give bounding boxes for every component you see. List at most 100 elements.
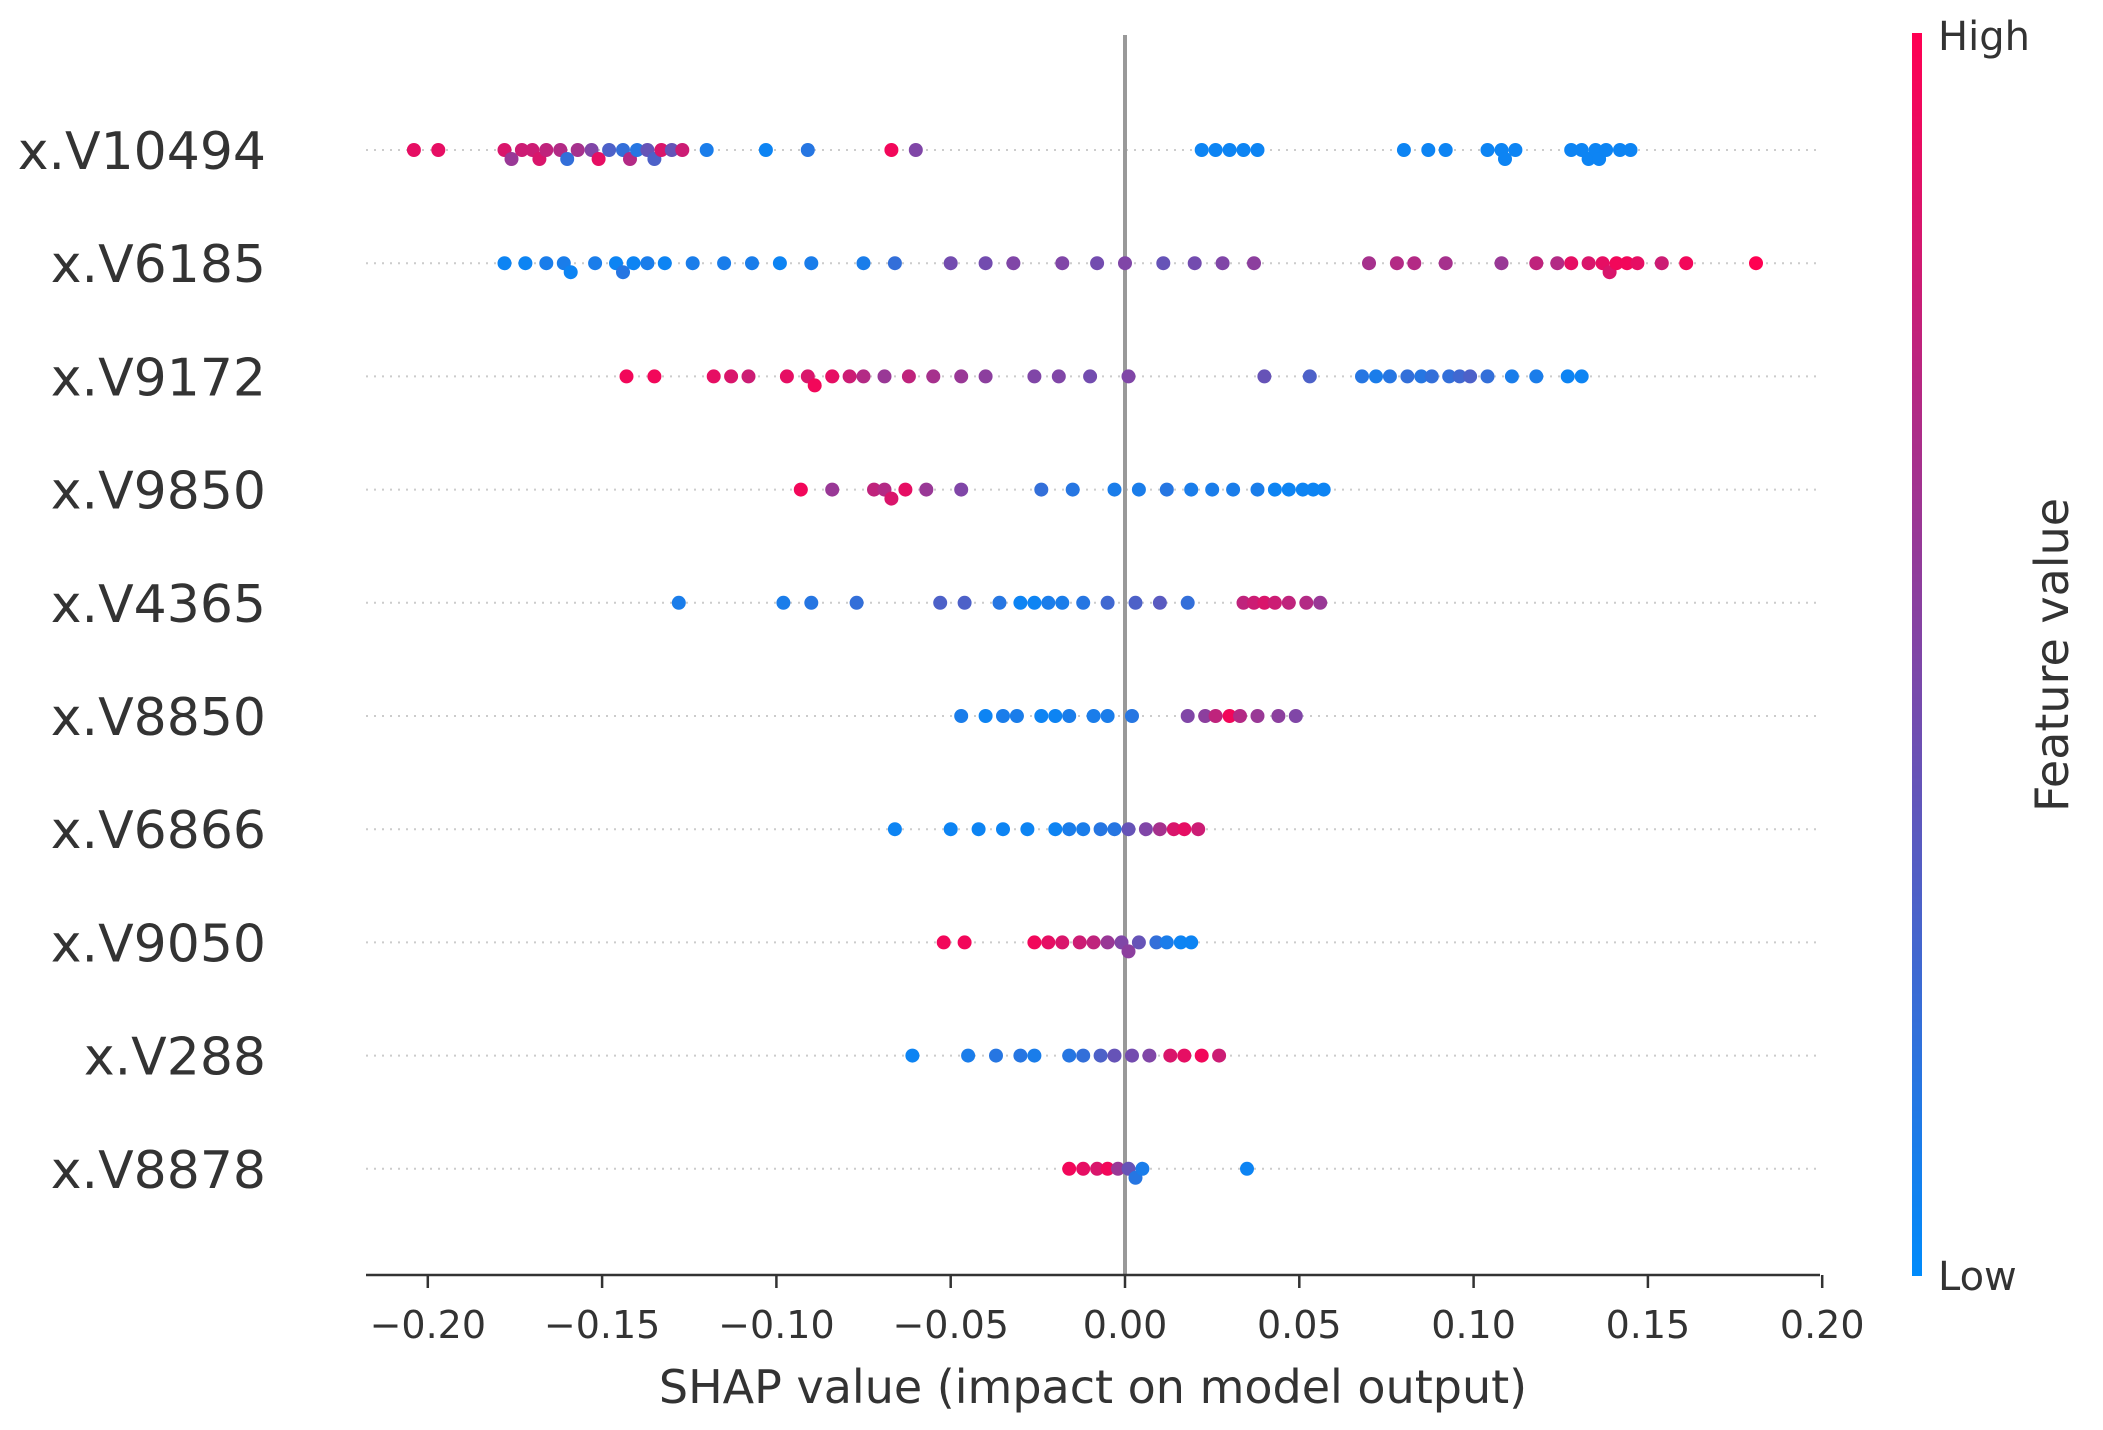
shap-point [1184, 482, 1199, 497]
shap-point [1620, 256, 1634, 271]
shap-point [1135, 1161, 1150, 1176]
shap-point [842, 369, 857, 384]
shap-point [1180, 709, 1195, 723]
shap-point [1599, 143, 1614, 157]
shap-point [919, 482, 934, 497]
shap-point [1152, 822, 1167, 837]
shap-point [1062, 822, 1077, 837]
shap-point [1090, 1161, 1105, 1176]
shap-point [1508, 143, 1523, 157]
feature-label: x.V9050 [51, 914, 266, 974]
shap-point [1442, 369, 1457, 384]
shap-point [1389, 256, 1404, 271]
shap-point [675, 143, 690, 157]
shap-point [1564, 256, 1579, 271]
shap-point [1131, 935, 1146, 950]
shap-point [1236, 595, 1251, 610]
shap-point [1302, 369, 1317, 384]
shap-point [971, 822, 986, 837]
shap-point [1281, 482, 1296, 497]
shap-point [1111, 1161, 1125, 1176]
shap-point [856, 369, 871, 384]
shap-point [1494, 256, 1509, 271]
shap-point [1093, 1048, 1108, 1063]
shap-point [1581, 256, 1596, 271]
shap-point [616, 265, 630, 280]
shap-point [884, 491, 899, 506]
shap-point [706, 369, 721, 384]
shap-point [1749, 256, 1763, 271]
shap-point [602, 143, 617, 157]
shap-point [1679, 256, 1694, 271]
shap-point [1062, 1161, 1077, 1176]
x-tick-label: −0.05 [892, 1303, 1008, 1347]
shap-point [1051, 369, 1066, 384]
shap-point [1362, 256, 1376, 271]
shap-point [1166, 822, 1181, 837]
x-tick-label: 0.00 [1083, 1303, 1168, 1347]
shap-point [1247, 256, 1261, 271]
shap-point [800, 143, 815, 157]
shap-point [1452, 369, 1467, 384]
shap-point [772, 256, 787, 271]
shap-point [1233, 709, 1247, 723]
shap-point [1027, 935, 1042, 950]
shap-point [1121, 822, 1136, 837]
shap-point [406, 143, 421, 157]
feature-label: x.V6185 [51, 235, 266, 295]
shap-point [1065, 482, 1080, 497]
shap-point [1177, 822, 1192, 837]
feature-label: x.V6866 [51, 801, 266, 861]
shap-point [1498, 152, 1512, 166]
shap-point [996, 709, 1010, 723]
x-tick-label: −0.10 [718, 1303, 834, 1347]
shap-point [954, 482, 969, 497]
shap-point [1118, 256, 1132, 271]
shap-point [1173, 935, 1188, 950]
shap-point [640, 256, 655, 271]
shap-point [779, 369, 794, 384]
shap-point [1623, 143, 1638, 157]
shap-point [1250, 482, 1265, 497]
shap-point [978, 709, 993, 723]
shap-point [1313, 595, 1328, 610]
shap-point [1020, 822, 1035, 837]
x-tick-label: 0.10 [1431, 1303, 1516, 1347]
shap-point [1250, 709, 1265, 723]
shap-point [887, 256, 902, 271]
shap-point [898, 482, 913, 497]
shap-point [1187, 256, 1202, 271]
shap-point [1121, 369, 1136, 384]
feature-label: x.V8850 [51, 688, 266, 748]
shap-point [1208, 143, 1223, 157]
shap-point [1236, 143, 1251, 157]
shap-point [996, 822, 1010, 837]
shap-point [933, 595, 948, 610]
shap-point [1107, 822, 1122, 837]
shap-point [992, 595, 1007, 610]
colorbar-title: Feature value [2025, 498, 2079, 812]
shap-point [1055, 256, 1070, 271]
shap-point [1271, 709, 1286, 723]
shap-point [745, 256, 759, 271]
shap-point [1138, 822, 1153, 837]
shap-point [1208, 709, 1223, 723]
points-layer [406, 143, 1763, 1185]
shap-point [1006, 256, 1021, 271]
shap-point [1072, 935, 1087, 950]
shap-point [1215, 256, 1230, 271]
shap-point [1400, 369, 1415, 384]
shap-point [1609, 256, 1624, 271]
x-ticks: −0.20 −0.15 −0.10 −0.05 0.00 0.05 0.10 0.15 0.20 [370, 1275, 1865, 1347]
shap-point [1480, 143, 1495, 157]
shap-point [1424, 369, 1439, 384]
shap-point [1027, 1048, 1042, 1063]
shap-point [504, 152, 519, 166]
shap-point [1034, 482, 1049, 497]
shap-point [1191, 822, 1206, 837]
row-guides [366, 149, 1820, 1170]
feature-label: x.V288 [84, 1028, 266, 1088]
shap-point [1463, 369, 1478, 384]
shap-point [1240, 1161, 1254, 1176]
x-tick-label: −0.15 [544, 1303, 660, 1347]
